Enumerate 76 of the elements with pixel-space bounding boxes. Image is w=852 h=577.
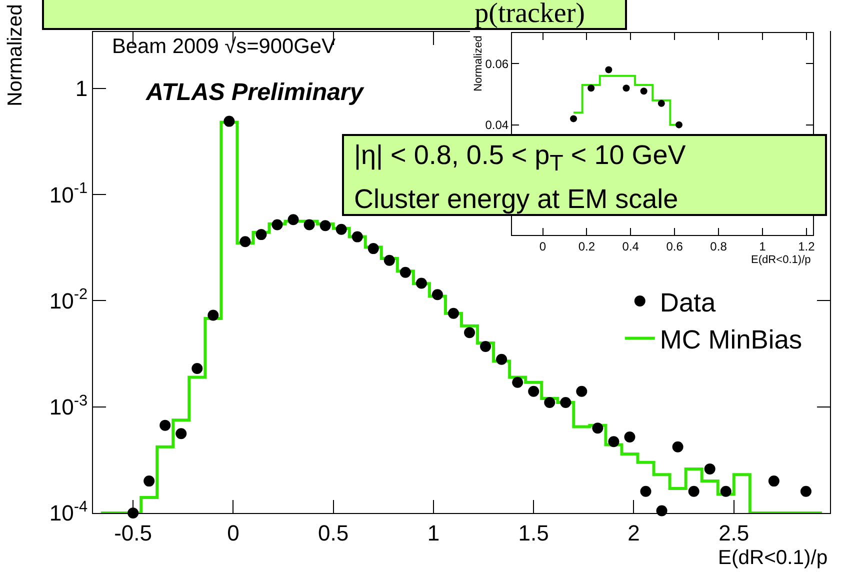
x-tick-label: 0.4: [622, 239, 640, 254]
y-tick-label: 10$^{-2}$: [49, 286, 88, 314]
point: [416, 278, 427, 289]
point: [304, 219, 315, 230]
point: [208, 310, 219, 321]
point: [576, 386, 588, 397]
x-tick-label: 1: [427, 520, 440, 546]
point: [288, 214, 299, 226]
point: [528, 386, 540, 397]
point: [480, 341, 492, 352]
y-tick-label: 1: [75, 76, 88, 102]
x-tick-label: 1.2: [798, 239, 816, 254]
point: [160, 420, 171, 431]
point: [352, 231, 363, 242]
point: [560, 396, 572, 408]
point: [240, 236, 251, 248]
point: [368, 243, 379, 254]
point: [224, 116, 235, 127]
x-tick-label: 1: [759, 239, 766, 254]
point: [192, 362, 203, 374]
y-tick-label: 0.04: [485, 118, 509, 132]
point: [768, 476, 780, 487]
y-axis-title: Normalized: [4, 4, 26, 106]
point: [512, 376, 524, 388]
point: [448, 308, 459, 319]
x-tick-label: 1.5: [518, 520, 549, 546]
x-tick-label: 0.8: [710, 239, 728, 254]
point: [570, 115, 578, 122]
point: [272, 219, 283, 230]
point: [675, 121, 682, 128]
point: [640, 486, 652, 497]
point: [144, 476, 155, 487]
x-axis-title: E(dR<0.1)/p: [718, 547, 828, 569]
x-tick-label: 0: [539, 239, 546, 254]
x-tick-label: 0.5: [318, 520, 349, 546]
annotation: Beam 2009 √s=900GeV: [112, 35, 336, 58]
point: [544, 396, 556, 408]
point: [400, 266, 411, 278]
point: [256, 229, 267, 240]
x-tick-label: 0: [227, 520, 240, 546]
x-tick-label: 2.5: [718, 520, 750, 546]
point: [384, 254, 395, 266]
point: [640, 88, 648, 95]
point: [658, 100, 665, 107]
y-axis-title: Normalized: [472, 36, 484, 92]
y-tick-label: 10$^{-4}$: [49, 498, 88, 526]
point: [624, 432, 636, 442]
x-axis-title: E(dR<0.1)/p: [751, 254, 811, 266]
point: [704, 463, 716, 474]
text-box: |η| < 0.8, 0.5 < p$_{T}$ < 10 GeV Cluster energy at EM scale: [342, 134, 827, 216]
point: [688, 486, 700, 497]
x-tick-label: 0.2: [578, 239, 596, 254]
y-tick-label: 0.06: [485, 56, 509, 71]
chart-title: p(tracker): [42, 0, 627, 30]
point: [608, 436, 620, 448]
point: [592, 422, 604, 434]
point: [336, 224, 347, 235]
point: [432, 289, 443, 300]
point: [672, 441, 684, 452]
point: [176, 428, 187, 440]
y-tick-label: 10$^{-3}$: [49, 392, 88, 420]
x-tick-label: 2: [628, 520, 640, 546]
point: [464, 327, 476, 338]
y-tick-label: 10$^{-1}$: [49, 180, 88, 208]
point: [800, 486, 812, 497]
point: [720, 486, 732, 497]
point: [496, 354, 508, 365]
legend-label: Data: [660, 287, 716, 318]
point: [605, 66, 612, 74]
point: [320, 220, 331, 232]
annotation: ATLAS Preliminary: [145, 79, 365, 106]
point: [622, 84, 630, 92]
x-tick-label: -0.5: [114, 520, 152, 546]
x-tick-label: 0.6: [666, 239, 684, 254]
point: [588, 84, 595, 92]
legend-label: MC MinBias: [660, 324, 802, 355]
